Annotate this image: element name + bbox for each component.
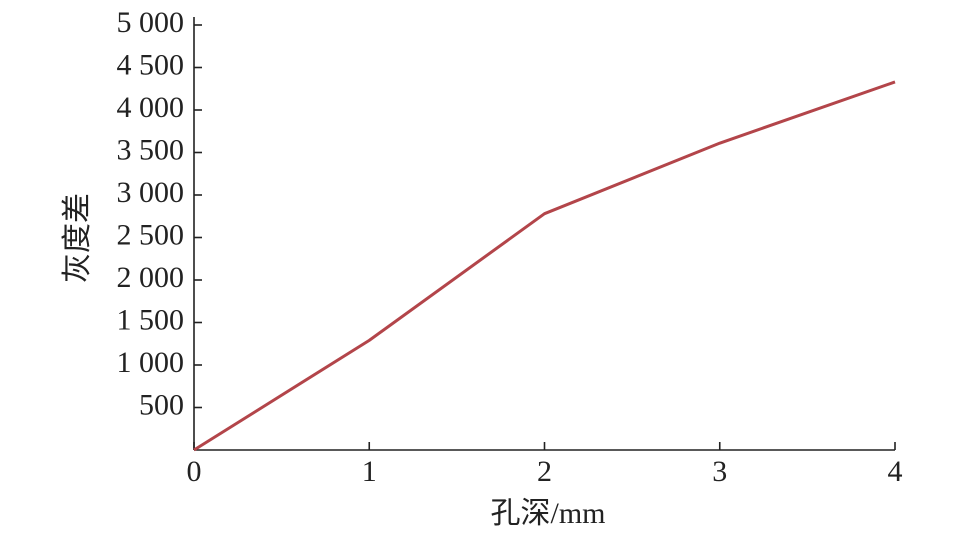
x-tick-label: 1 — [362, 455, 377, 488]
y-tick-label: 4 500 — [117, 48, 185, 81]
x-axis-label: 孔深/mm — [490, 497, 605, 530]
x-tick-label: 0 — [187, 455, 202, 488]
y-tick-label: 3 500 — [117, 133, 185, 166]
y-tick-label: 2 500 — [117, 218, 185, 251]
x-tick-label: 3 — [712, 455, 727, 488]
x-tick-label: 2 — [537, 455, 552, 488]
y-tick-label: 3 000 — [117, 176, 185, 209]
y-tick-label: 2 000 — [117, 261, 185, 294]
y-tick-label: 4 000 — [117, 91, 185, 124]
y-tick-label: 500 — [139, 388, 184, 421]
line — [193, 80, 896, 452]
y-tick-label: 1 500 — [117, 303, 185, 336]
y-tick-label: 5 000 — [117, 6, 185, 39]
y-axis-label: 灰度差 — [61, 193, 94, 283]
x-tick-label: 4 — [888, 455, 903, 488]
y-tick-label: 1 000 — [117, 346, 185, 379]
